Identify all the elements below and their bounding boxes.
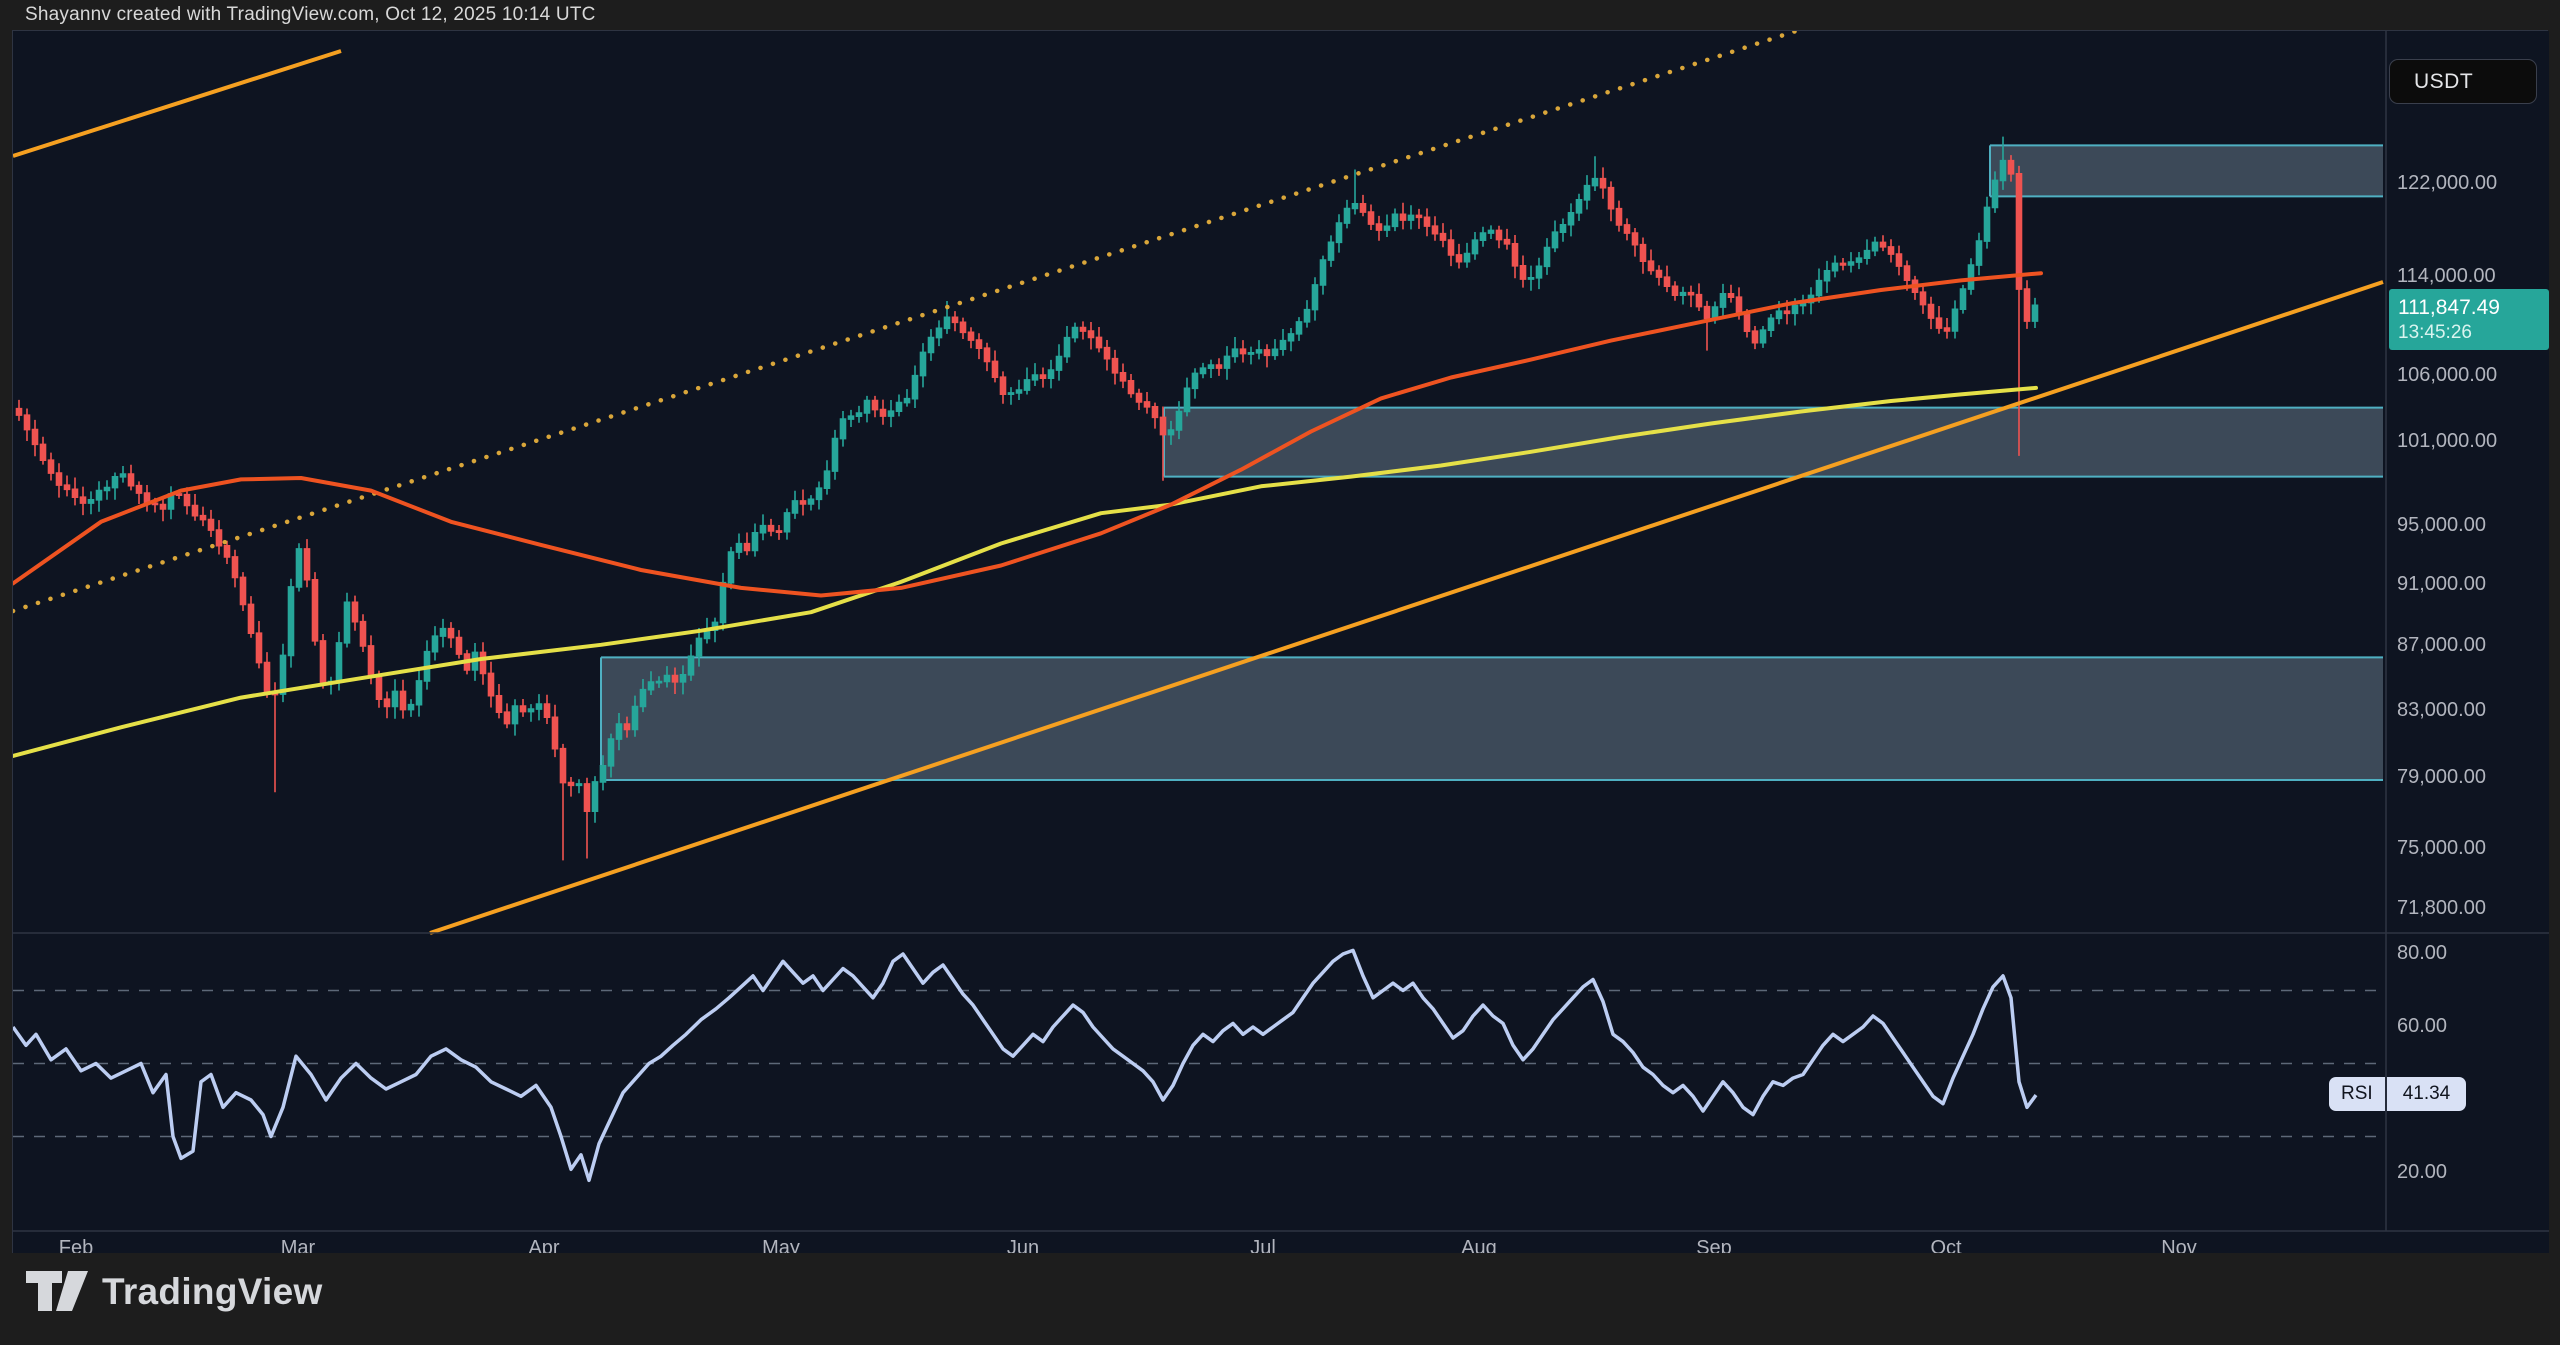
support-zone-100k [1164, 407, 2383, 477]
rsi-value-badge: RSI 41.34 [2329, 1077, 2467, 1111]
quote-currency-label: USDT [2414, 69, 2474, 93]
candles-down [15, 155, 2031, 861]
rsi-line [13, 948, 2038, 1183]
resistance-zone-oct-high [1990, 145, 2383, 197]
price-tick-label: 101,000.00 [2397, 430, 2498, 452]
rsi-tick-label: 60.00 [2397, 1015, 2448, 1037]
price-tick-label: 79,000.00 [2397, 766, 2486, 788]
candles-up [87, 136, 2039, 823]
price-tick-label: 83,000.00 [2397, 699, 2486, 721]
quote-currency-badge[interactable]: USDT [2389, 59, 2537, 104]
rsi-tick-label: 80.00 [2397, 942, 2448, 964]
price-tick-label: 95,000.00 [2397, 514, 2486, 536]
attribution-text: Shayannv created with TradingView.com, O… [25, 4, 596, 25]
rsi-tick-label: 20.00 [2397, 1161, 2448, 1183]
last-price-value: 111,847.49 [2398, 296, 2500, 319]
price-tick-label: 91,000.00 [2397, 573, 2486, 595]
header-strip: Shayannv created with TradingView.com, O… [0, 0, 2560, 30]
chart-panel[interactable]: 122,000.00 114,000.00 106,000.00 101,000.00… [12, 30, 2549, 1259]
tradingview-logo-icon [26, 1271, 88, 1311]
support-zone-79-86k [601, 657, 2383, 781]
price-tick-label: 87,000.00 [2397, 634, 2486, 656]
rsi-value: 41.34 [2386, 1077, 2467, 1111]
price-tick-label: 75,000.00 [2397, 837, 2486, 859]
rsi-label: RSI [2329, 1077, 2385, 1111]
tradingview-logo[interactable]: TradingView [26, 1271, 323, 1313]
last-price-badge: 111,847.49 13:45:26 [2389, 289, 2549, 350]
ma-fast-yellow [13, 385, 2038, 758]
footer-strip: TradingView [0, 1253, 2560, 1345]
price-tick-label: 106,000.00 [2397, 364, 2498, 386]
price-tick-label: 122,000.00 [2397, 172, 2498, 194]
ma-slow-orange [13, 271, 2043, 598]
price-chart-canvas[interactable] [13, 31, 2549, 1254]
price-tick-label: 114,000.00 [2397, 265, 2496, 287]
bar-countdown: 13:45:26 [2398, 322, 2472, 343]
price-tick-label: 71,800.00 [2397, 897, 2486, 919]
tradingview-logo-text: TradingView [102, 1271, 323, 1312]
